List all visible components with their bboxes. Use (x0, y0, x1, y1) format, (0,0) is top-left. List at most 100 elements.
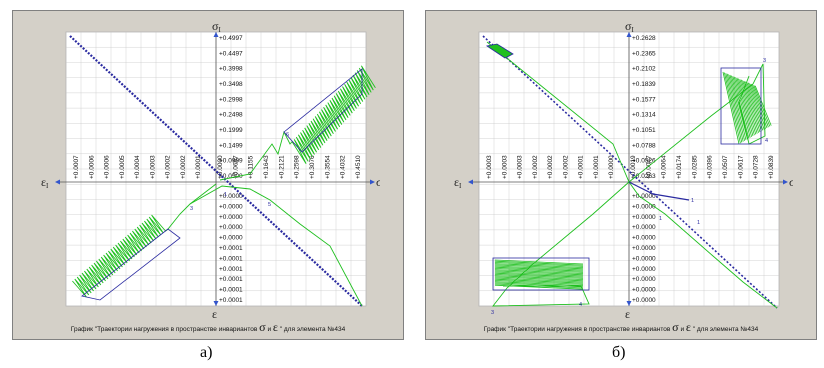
x-tick-label: +0.1155 (248, 155, 255, 179)
point-label: 4 (579, 302, 582, 308)
x-tick-label: +0.3076 (309, 155, 316, 179)
y-tick-label: +0.0000 (632, 255, 656, 262)
y-tick-label: +0.0000 (632, 266, 656, 273)
caption-and: и (267, 326, 272, 333)
caption-and: и (680, 326, 685, 333)
axis-label-top-sub: I (218, 26, 221, 34)
x-tick-label: +0.0002 (165, 155, 172, 179)
y-tick-label: +0.0000 (632, 235, 656, 242)
axis-label-left-sub: I (459, 182, 462, 190)
y-tick-label: +0.1999 (219, 127, 243, 134)
y-tick-label: +0.0000 (219, 193, 243, 200)
trajectory-line (219, 65, 376, 181)
x-tick-label: +0.4032 (340, 155, 347, 179)
trajectory-envelope (81, 228, 181, 301)
y-tick-label: +0.4997 (219, 35, 243, 42)
caption-sigma: σ (259, 320, 266, 334)
y-tick-label: +0.0001 (219, 287, 243, 294)
y-tick-label: +0.0000 (632, 287, 656, 294)
x-tick-label: +0.0003 (517, 155, 524, 179)
y-tick-label: +0.1314 (632, 112, 656, 119)
y-tick-label: +0.0001 (219, 266, 243, 273)
point-label: 1 (659, 216, 662, 222)
y-tick-label: +0.1577 (632, 96, 656, 103)
trajectory-band (494, 259, 584, 290)
caption-prefix: График "Траектории нагружения в простран… (483, 326, 671, 333)
y-tick-label: +0.0788 (632, 142, 656, 149)
x-tick-label: +0.0396 (707, 155, 714, 179)
y-tick-label: +0.0001 (219, 245, 243, 252)
arrow-left-icon (55, 179, 60, 185)
axis-label-right: σ (376, 175, 380, 189)
x-tick-label: +0.0000 (217, 155, 224, 179)
y-tick-label: +0.2998 (219, 96, 243, 103)
trajectory-line (628, 181, 778, 309)
trajectory-line (189, 185, 363, 307)
x-tick-label: +0.0019 (630, 155, 637, 179)
x-tick-label: +0.4510 (355, 155, 362, 179)
axis-label-top-sub: I (631, 26, 634, 34)
caption-prefix: График "Траектории нагружения в простран… (70, 326, 258, 333)
x-tick-label: +0.0001 (578, 155, 585, 179)
y-tick-label: +0.1839 (632, 81, 656, 88)
x-tick-label: +0.0507 (722, 155, 729, 179)
y-tick-label: +0.0263 (632, 173, 656, 180)
y-tick-label: +0.0001 (219, 297, 243, 304)
chart-panel-b: σI ε εI σ +0.2628 +0.2365 +0.2102 +0.1839 +0.157… (425, 10, 817, 340)
axis-label-left-sub: I (46, 182, 49, 190)
axis-label-bottom: ε (212, 307, 217, 319)
chart-caption-b: График "Траектории нагружения в простран… (426, 320, 816, 335)
y-tick-label: +0.3998 (219, 66, 243, 73)
caption-eps: ε (272, 320, 278, 334)
x-tick-label: +0.0003 (501, 155, 508, 179)
trajectory-group-a: 1 3 5 6 (69, 35, 376, 307)
x-tick-label: +0.0000 (608, 155, 615, 179)
axis-label-bottom: ε (625, 307, 630, 319)
chart-panel-a: σI ε εI σ +0.4997 +0.4497 +0.3998 +0.3498 +0.299… (12, 10, 404, 340)
x-tick-label: +0.2598 (294, 155, 301, 179)
axis-label-top: σI (212, 24, 221, 34)
chart-plot-a: σI ε εI σ +0.4997 +0.4497 +0.3998 +0.3498 +0.299… (41, 24, 380, 319)
x-tick-label: +0.2121 (278, 155, 285, 179)
x-tick-label: +0.0047 (645, 155, 652, 179)
arrow-down-icon (213, 301, 219, 306)
trajectory-group-b: 1 1 1 3 4 4 3 (482, 35, 778, 316)
y-tick-label: +0.4497 (219, 50, 243, 57)
arrow-right-icon (783, 179, 788, 185)
x-tick-label: +0.0064 (661, 155, 668, 179)
axis-label-right: σ (789, 175, 793, 189)
x-tick-label: +0.0002 (547, 155, 554, 179)
y-tick-label: +0.0000 (219, 214, 243, 221)
trajectory-marker-strip (482, 35, 778, 309)
panel-label-a: а) (200, 344, 213, 361)
axis-label-left: εI (454, 175, 462, 190)
x-tick-label: +0.1643 (263, 155, 270, 179)
x-tick-label: +0.3554 (324, 155, 331, 179)
point-label: 1 (697, 220, 700, 226)
caption-suffix: " для элемента №434 (279, 326, 346, 333)
y-tick-label: +0.0000 (632, 276, 656, 283)
y-tick-label: +0.0526 (632, 158, 656, 165)
y-tick-label: +0.3498 (219, 81, 243, 88)
x-tick-label: +0.0005 (119, 155, 126, 179)
arrow-right-icon (370, 179, 375, 185)
y-tick-label: +0.0000 (632, 224, 656, 231)
y-tick-label: +0.2628 (632, 35, 656, 42)
trajectory-cluster (485, 43, 514, 59)
x-tick-label: +0.0003 (486, 155, 493, 179)
x-tick-label: +0.0004 (134, 155, 141, 179)
y-tick-label: +0.0000 (632, 193, 656, 200)
x-tick-label: +0.0006 (104, 155, 111, 179)
y-tick-label: +0.0000 (632, 297, 656, 304)
x-tick-label: +0.0001 (195, 155, 202, 179)
x-tick-label: +0.0002 (562, 155, 569, 179)
y-tick-label: +0.0000 (219, 203, 243, 210)
y-tick-label: +0.0000 (632, 214, 656, 221)
y-tick-label: +0.1051 (632, 127, 656, 134)
axis-label-top: σI (625, 24, 634, 34)
arrow-down-icon (626, 301, 632, 306)
arrow-up-icon (213, 32, 219, 37)
x-tick-label: +0.0839 (768, 155, 775, 179)
point-label: 1 (691, 198, 694, 204)
y-tick-label: +0.0500 (219, 173, 243, 180)
